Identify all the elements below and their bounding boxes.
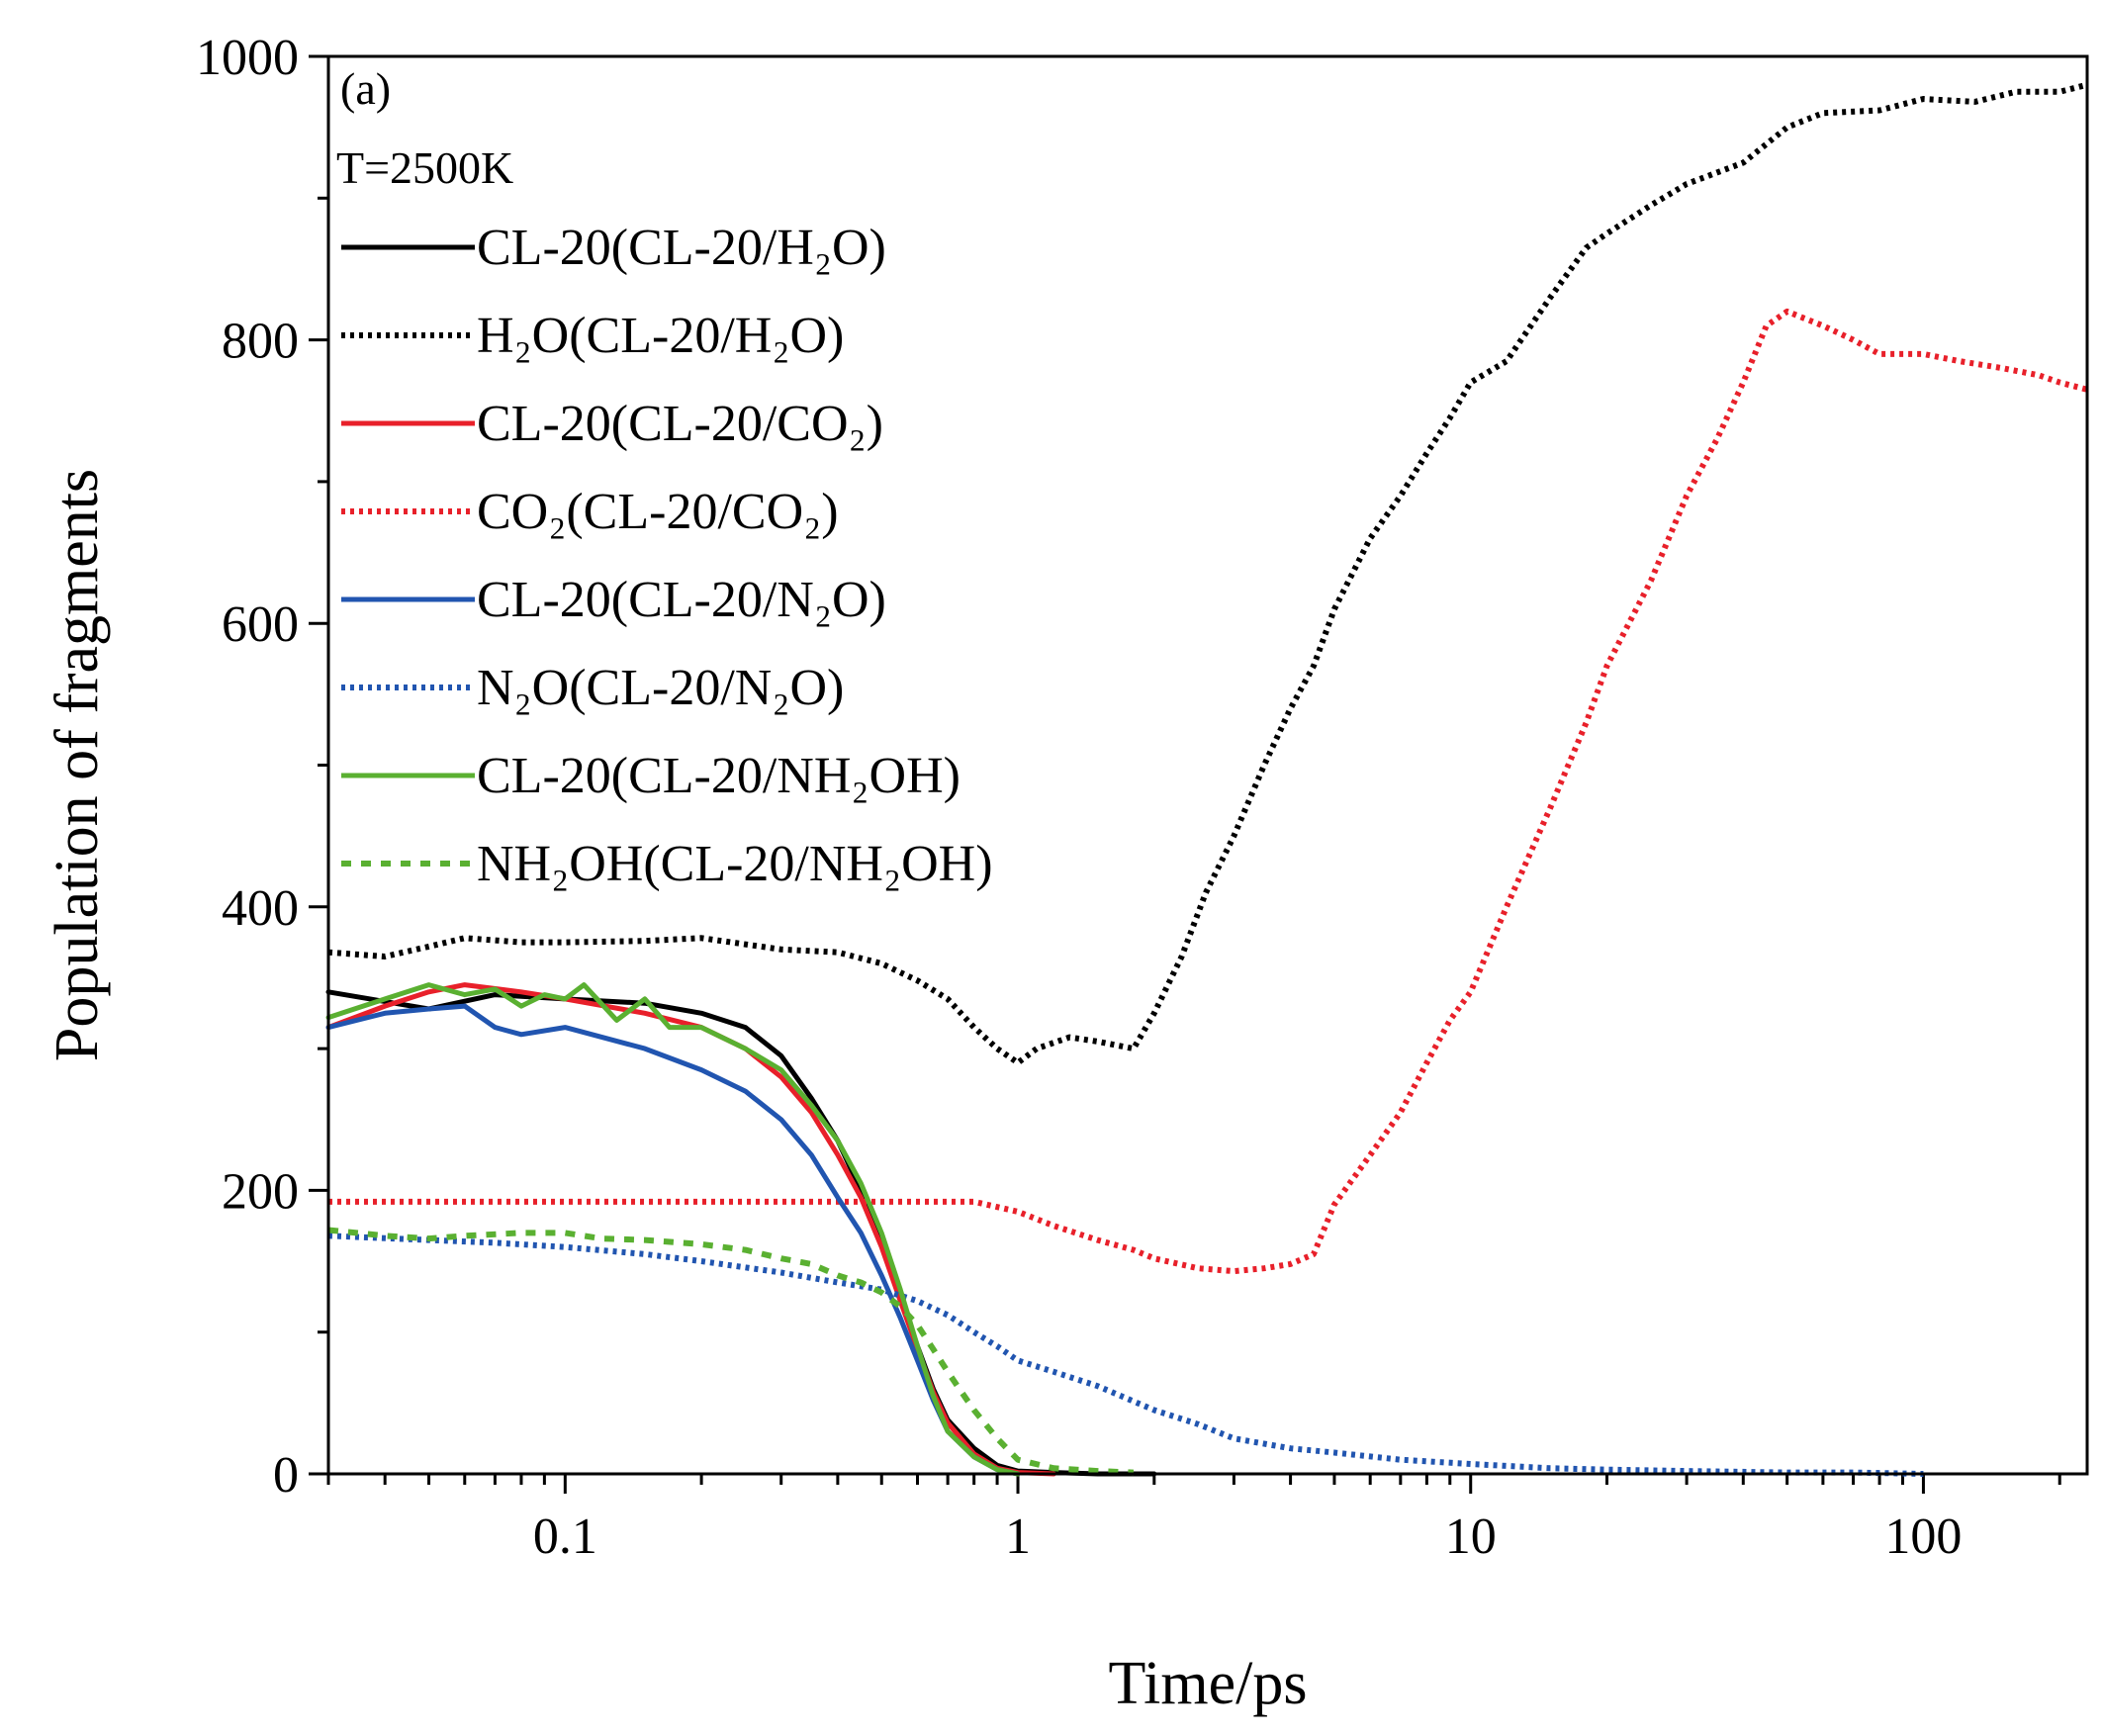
legend-label: CL-20(CL-20/CO₂) [477, 396, 883, 452]
series-line-6 [327, 1233, 1924, 1477]
series-line-2 [327, 81, 2088, 1066]
x-tick-label: 100 [1884, 1508, 1962, 1565]
x-tick-label: 10 [1445, 1508, 1497, 1565]
y-tick-label: 600 [222, 596, 299, 653]
y-tick-label: 1000 [196, 30, 299, 86]
panel-label: (a) [340, 63, 391, 114]
plot-frame [326, 54, 2089, 1476]
legend-label: NH₂OH(CL-20/NH₂OH) [477, 836, 993, 892]
plot-area [325, 81, 2088, 1477]
x-tick-label: 1 [1005, 1508, 1031, 1565]
y-tick-label: 800 [222, 314, 299, 370]
y-tick-label: 0 [273, 1447, 299, 1504]
x-tick-label: 0.1 [533, 1508, 597, 1565]
series-line-8 [327, 1227, 1135, 1476]
series-line-3 [325, 982, 1056, 1477]
y-axis-title: Population of fragments [44, 469, 111, 1061]
series-line-7 [325, 982, 1021, 1477]
legend: CL-20(CL-20/H₂O) H₂O(CL-20/H₂O) CL-20(CL-2… [341, 220, 993, 892]
legend-label: CL-20(CL-20/NH₂OH) [477, 748, 960, 804]
x-axis-title: Time/ps [1108, 1650, 1307, 1717]
legend-label: CO₂(CL-20/CO₂) [477, 484, 839, 540]
condition-label: T=2500K [336, 142, 513, 193]
series-line-1 [325, 989, 1157, 1477]
legend-label: CL-20(CL-20/N₂O) [477, 572, 886, 628]
legend-label: H₂O(CL-20/H₂O) [477, 308, 844, 364]
legend-label: CL-20(CL-20/H₂O) [477, 220, 886, 276]
y-tick-label: 200 [222, 1163, 299, 1220]
y-tick-label: 400 [222, 880, 299, 937]
legend-label: N₂O(CL-20/N₂O) [477, 660, 844, 716]
